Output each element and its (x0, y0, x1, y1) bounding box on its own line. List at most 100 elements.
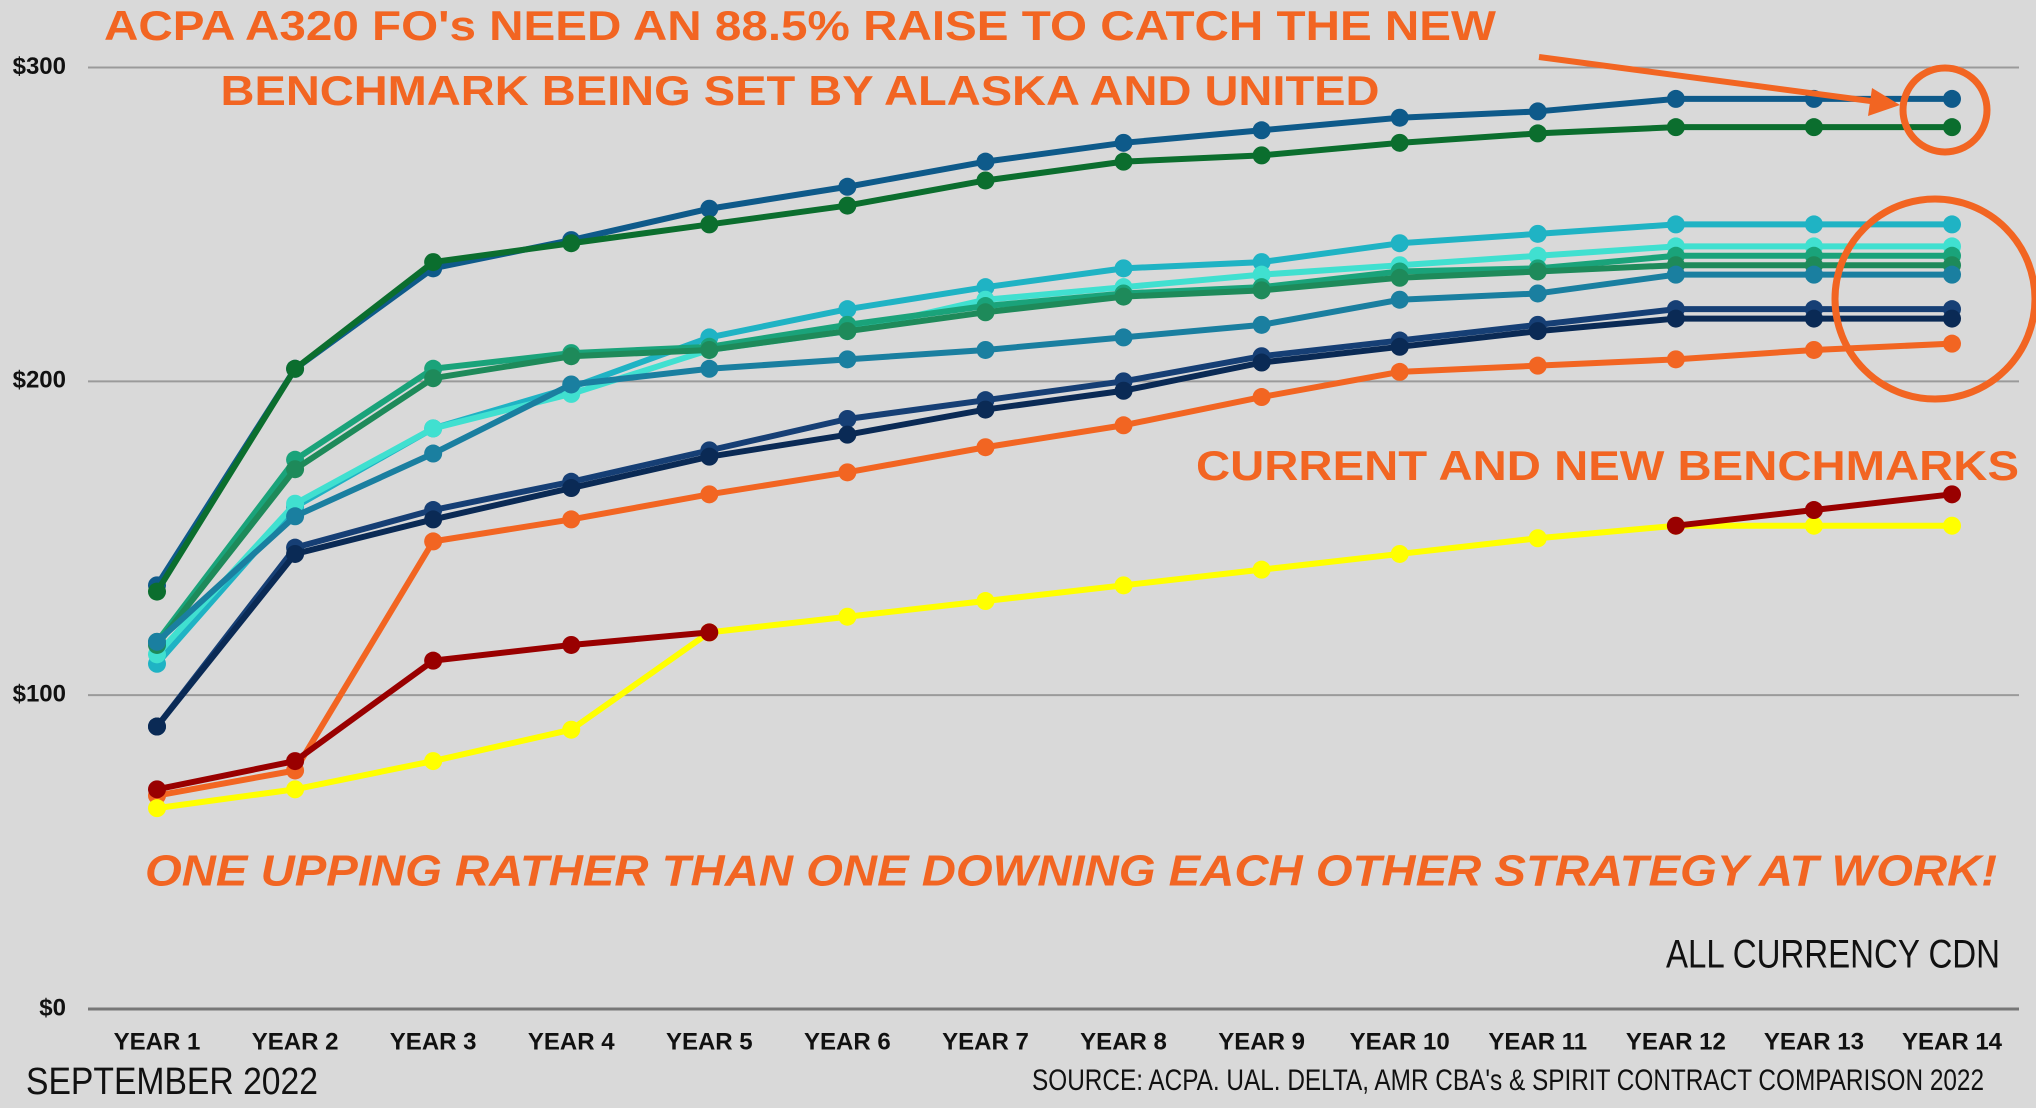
data-point (1804, 265, 1823, 284)
series-line (154, 243, 1952, 657)
data-point (976, 592, 995, 611)
series-group (148, 89, 1961, 818)
data-point (976, 340, 995, 359)
data-point (424, 532, 443, 551)
x-tick-label: YEAR 6 (804, 1028, 891, 1055)
data-point (1804, 516, 1823, 535)
y-tick-label: $0 (39, 994, 66, 1021)
data-point (1528, 284, 1547, 303)
data-point (1390, 337, 1409, 356)
data-point (148, 799, 166, 818)
data-point (976, 278, 995, 297)
data-point (286, 507, 305, 526)
data-point (286, 359, 305, 378)
data-point (1666, 350, 1685, 369)
data-point (1943, 334, 1961, 353)
data-point (1804, 309, 1823, 328)
data-point (1943, 215, 1961, 234)
data-point (976, 303, 995, 322)
data-point (1390, 362, 1409, 381)
data-point (562, 375, 581, 394)
data-point (424, 651, 443, 670)
y-tick-label: $200 (13, 367, 66, 394)
data-point (1114, 328, 1133, 347)
data-point (700, 340, 719, 359)
data-point (1528, 102, 1547, 121)
data-point (1114, 576, 1133, 595)
x-tick-label: YEAR 3 (390, 1028, 477, 1055)
data-point (838, 322, 857, 341)
data-point (1804, 340, 1823, 359)
data-point (838, 300, 857, 319)
data-point (424, 444, 443, 463)
x-tick-label: YEAR 7 (942, 1028, 1029, 1055)
data-point (1252, 281, 1271, 300)
x-tick-label: YEAR 5 (666, 1028, 753, 1055)
data-point (1943, 265, 1961, 284)
x-tick-label: YEAR 10 (1350, 1028, 1450, 1055)
data-point (1252, 560, 1271, 579)
data-point (1390, 268, 1409, 287)
data-point (1252, 265, 1271, 284)
data-point (562, 234, 581, 253)
chart-title: BENCHMARK BEING SET BY ALASKA AND UNITED (221, 67, 1380, 114)
data-point (1390, 133, 1409, 152)
x-tick-label: YEAR 1 (114, 1028, 201, 1055)
data-point (562, 510, 581, 529)
data-point (1666, 309, 1685, 328)
data-point (1114, 259, 1133, 278)
y-tick-label: $100 (13, 681, 66, 708)
data-point (1528, 124, 1547, 143)
data-point (1114, 152, 1133, 171)
data-point (838, 177, 857, 196)
data-point (1252, 388, 1271, 407)
arrow-head (1868, 88, 1900, 116)
data-point (286, 460, 305, 479)
chart-title: ACPA A320 FO's NEED AN 88.5% RAISE TO CA… (104, 2, 1496, 49)
series-line (154, 95, 1952, 587)
x-tick-label: YEAR 4 (528, 1028, 615, 1055)
series-line (154, 124, 1952, 594)
data-point (286, 780, 305, 799)
annotation: ALL CURRENCY CDN (1666, 933, 2000, 977)
data-point (1528, 224, 1547, 243)
data-point (424, 510, 443, 529)
data-point (1390, 234, 1409, 253)
data-point (700, 199, 719, 218)
data-point (1390, 108, 1409, 127)
data-point (976, 438, 995, 457)
series-line (156, 340, 1953, 799)
data-point (1528, 356, 1547, 375)
data-point (1528, 322, 1547, 341)
series-line (154, 315, 1952, 729)
data-point (976, 152, 995, 171)
series-line (154, 271, 1952, 645)
x-tick-label: YEAR 2 (252, 1028, 339, 1055)
series-line (154, 306, 1952, 729)
x-tick-label: YEAR 14 (1902, 1028, 2003, 1055)
data-point (838, 196, 857, 215)
data-point (148, 582, 166, 601)
data-point (1252, 146, 1271, 165)
data-point (700, 447, 719, 466)
source-note: SOURCE: ACPA. UAL. DELTA, AMR CBA's & SP… (1032, 1064, 1984, 1097)
data-point (562, 635, 581, 654)
x-tick-label: YEAR 11 (1488, 1028, 1587, 1055)
data-point (838, 463, 857, 482)
data-point (1114, 381, 1133, 400)
data-point (562, 720, 581, 739)
data-point (1804, 501, 1823, 520)
data-point (1252, 353, 1271, 372)
annotation: CURRENT AND NEW BENCHMARKS (1196, 442, 2019, 489)
data-point (838, 350, 857, 369)
data-point (1666, 89, 1685, 108)
data-point (1528, 529, 1547, 548)
data-point (1252, 315, 1271, 334)
date-note: SEPTEMBER 2022 (26, 1061, 318, 1103)
annotation: ONE UPPING RATHER THAN ONE DOWNING EACH … (145, 847, 1997, 896)
data-point (1390, 290, 1409, 309)
x-tick-label: YEAR 8 (1080, 1028, 1167, 1055)
